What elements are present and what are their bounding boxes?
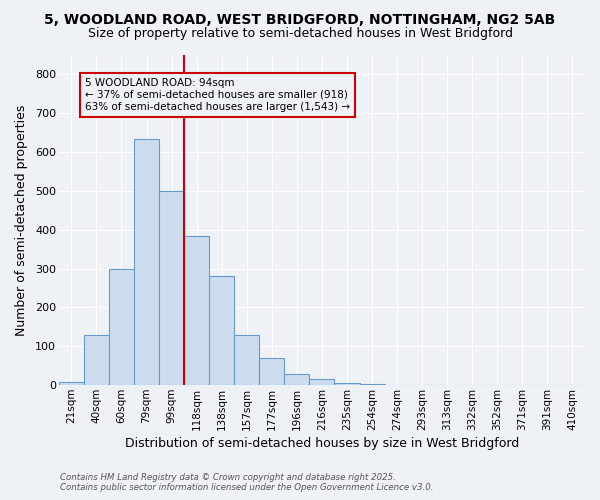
Text: 5, WOODLAND ROAD, WEST BRIDGFORD, NOTTINGHAM, NG2 5AB: 5, WOODLAND ROAD, WEST BRIDGFORD, NOTTIN… (44, 12, 556, 26)
Bar (109, 268, 134, 385)
Text: 5 WOODLAND ROAD: 94sqm
← 37% of semi-detached houses are smaller (918)
63% of se: 5 WOODLAND ROAD: 94sqm ← 37% of semi-det… (85, 78, 350, 112)
Bar (310, 380, 334, 385)
Bar (234, 334, 259, 385)
Bar (209, 276, 234, 385)
Bar (359, 384, 385, 385)
Bar (84, 334, 109, 385)
Bar (284, 374, 310, 385)
Bar (259, 358, 284, 385)
Y-axis label: Number of semi-detached properties: Number of semi-detached properties (15, 104, 28, 336)
Text: Contains HM Land Registry data © Crown copyright and database right 2025.
Contai: Contains HM Land Registry data © Crown c… (60, 473, 433, 492)
Bar (334, 383, 359, 385)
Text: Size of property relative to semi-detached houses in West Bridgford: Size of property relative to semi-detach… (88, 28, 512, 40)
Bar (134, 138, 159, 385)
X-axis label: Distribution of semi-detached houses by size in West Bridgford: Distribution of semi-detached houses by … (125, 437, 519, 450)
Bar (59, 382, 84, 385)
Bar (159, 191, 184, 385)
Bar (184, 236, 209, 385)
